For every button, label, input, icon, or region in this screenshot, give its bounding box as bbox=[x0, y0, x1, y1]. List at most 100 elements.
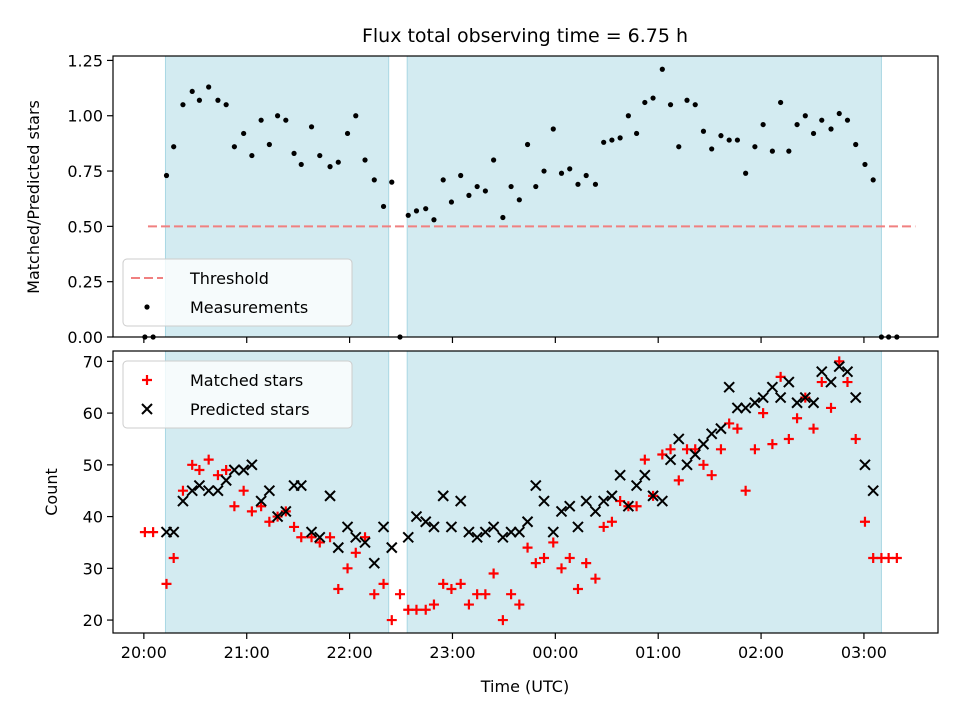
data-point bbox=[296, 532, 307, 543]
panel-ratio: 0.00 0.25 0.50 0.75 1.00 1.25 Threshold Measure… bbox=[67, 51, 939, 347]
data-point bbox=[280, 505, 292, 518]
data-point bbox=[792, 413, 803, 424]
data-point bbox=[325, 532, 336, 543]
data-point bbox=[380, 203, 387, 210]
data-point bbox=[639, 454, 650, 465]
data-point bbox=[622, 500, 635, 512]
data-point bbox=[231, 144, 237, 150]
data-point bbox=[758, 408, 769, 419]
x-tick-label: 23:00 bbox=[429, 643, 475, 662]
data-point bbox=[606, 516, 617, 527]
data-point bbox=[314, 537, 325, 548]
data-point bbox=[633, 130, 640, 137]
data-point bbox=[389, 179, 395, 185]
data-point bbox=[567, 166, 573, 172]
data-point bbox=[167, 526, 180, 538]
data-point bbox=[168, 552, 179, 563]
series-predicted-stars bbox=[161, 362, 879, 569]
data-point bbox=[238, 485, 249, 496]
data-point bbox=[590, 573, 601, 584]
data-point bbox=[479, 526, 492, 538]
data-point bbox=[615, 496, 626, 507]
plot-frame-ratio bbox=[112, 55, 939, 338]
data-point bbox=[359, 536, 371, 549]
data-point bbox=[455, 578, 466, 589]
data-point bbox=[505, 526, 517, 538]
data-point bbox=[298, 161, 304, 168]
y-tick-label: 1.00 bbox=[67, 107, 103, 126]
data-point bbox=[664, 453, 677, 466]
data-point bbox=[410, 510, 423, 523]
x-tick-label: 00:00 bbox=[532, 643, 578, 662]
data-point bbox=[572, 584, 583, 595]
data-point bbox=[263, 484, 276, 497]
data-point bbox=[228, 464, 241, 476]
data-point bbox=[196, 97, 203, 103]
data-point bbox=[539, 552, 550, 563]
data-point bbox=[474, 183, 480, 190]
data-point bbox=[202, 484, 215, 497]
data-point bbox=[808, 423, 819, 434]
data-point bbox=[667, 102, 674, 108]
x-axis-label: Time (UTC) bbox=[480, 677, 569, 696]
data-point bbox=[739, 402, 752, 414]
data-point bbox=[386, 541, 398, 554]
data-point bbox=[271, 510, 284, 523]
data-point bbox=[697, 438, 710, 450]
data-point bbox=[420, 516, 432, 528]
data-point bbox=[572, 521, 584, 533]
panel-count: 20 30 40 50 60 70 20:00 21:00 22:00 23:00 00:00 01:… bbox=[83, 351, 939, 662]
data-point bbox=[676, 144, 682, 150]
data-point bbox=[581, 558, 592, 569]
data-point bbox=[726, 137, 732, 143]
data-point bbox=[564, 552, 575, 563]
data-point bbox=[749, 444, 760, 455]
data-point bbox=[601, 139, 607, 145]
data-point bbox=[828, 126, 834, 132]
data-point bbox=[550, 126, 556, 132]
x-tick-label: 03:00 bbox=[841, 643, 887, 662]
data-point bbox=[428, 599, 439, 610]
data-point bbox=[314, 531, 326, 543]
data-point bbox=[718, 133, 724, 139]
data-point bbox=[639, 469, 651, 481]
data-point bbox=[360, 532, 371, 543]
data-point bbox=[220, 474, 232, 487]
data-point bbox=[438, 578, 449, 589]
data-point bbox=[171, 144, 177, 150]
data-point bbox=[506, 589, 517, 600]
data-point bbox=[463, 526, 475, 538]
data-point bbox=[212, 484, 224, 497]
data-point bbox=[548, 537, 559, 548]
data-point bbox=[305, 526, 318, 538]
data-point bbox=[826, 402, 837, 413]
data-point bbox=[423, 206, 429, 212]
data-point bbox=[810, 130, 817, 137]
data-point bbox=[371, 177, 377, 183]
data-point bbox=[148, 527, 159, 538]
data-point bbox=[775, 371, 786, 382]
data-point bbox=[665, 444, 676, 455]
data-point bbox=[743, 170, 749, 176]
y-tick-label: 60 bbox=[83, 404, 103, 423]
data-point bbox=[684, 97, 690, 103]
data-point bbox=[295, 479, 307, 492]
data-point bbox=[609, 137, 615, 143]
data-point bbox=[723, 381, 735, 393]
data-point bbox=[766, 381, 779, 393]
data-point bbox=[395, 589, 406, 600]
data-point bbox=[246, 506, 257, 517]
data-point bbox=[463, 599, 474, 610]
data-point bbox=[807, 397, 820, 409]
chart-title: Flux total observing time = 6.75 h bbox=[362, 25, 688, 47]
data-point bbox=[189, 88, 195, 95]
data-point bbox=[816, 377, 827, 388]
data-point bbox=[402, 531, 414, 543]
data-point bbox=[547, 526, 559, 538]
data-point bbox=[194, 465, 205, 476]
data-point bbox=[342, 563, 353, 574]
data-point bbox=[448, 199, 455, 205]
data-point bbox=[223, 102, 229, 108]
data-point bbox=[867, 484, 879, 497]
data-point bbox=[709, 146, 715, 152]
